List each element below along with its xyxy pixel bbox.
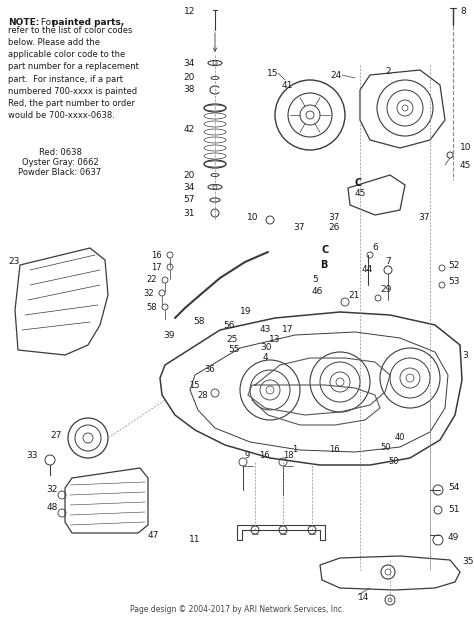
Text: 7: 7 <box>385 258 391 266</box>
Text: 40: 40 <box>395 432 405 442</box>
Text: 18: 18 <box>283 452 293 461</box>
Text: 5: 5 <box>312 276 318 285</box>
Text: 3: 3 <box>462 351 468 359</box>
Text: 38: 38 <box>183 85 195 94</box>
Text: 57: 57 <box>183 195 195 205</box>
Text: 58: 58 <box>193 318 204 326</box>
Text: 36: 36 <box>204 366 215 374</box>
Text: 49: 49 <box>448 532 459 542</box>
Text: 33: 33 <box>27 451 38 459</box>
Text: Powder Black: 0637: Powder Black: 0637 <box>18 168 101 177</box>
Text: 35: 35 <box>462 557 474 567</box>
Text: 19: 19 <box>240 308 252 316</box>
Text: 54: 54 <box>448 484 459 492</box>
Text: 16: 16 <box>151 250 162 260</box>
Text: 10: 10 <box>246 213 258 223</box>
Text: 8: 8 <box>460 7 466 16</box>
Text: 43: 43 <box>260 326 272 334</box>
Text: 31: 31 <box>183 208 195 218</box>
Text: painted parts,: painted parts, <box>52 18 124 27</box>
Text: 50: 50 <box>380 444 391 452</box>
Text: 29: 29 <box>380 286 392 295</box>
Text: 42: 42 <box>184 125 195 135</box>
Text: 16: 16 <box>259 451 270 459</box>
Text: 32: 32 <box>143 288 154 298</box>
Text: 44: 44 <box>362 265 373 275</box>
Text: 45: 45 <box>460 160 471 170</box>
Text: 32: 32 <box>46 485 58 494</box>
Text: B: B <box>320 260 328 270</box>
Text: Page design © 2004-2017 by ARI Network Services, Inc.: Page design © 2004-2017 by ARI Network S… <box>130 605 344 614</box>
Text: 39: 39 <box>164 331 175 339</box>
Text: 46: 46 <box>312 288 323 296</box>
Text: NOTE:: NOTE: <box>8 18 39 27</box>
Text: 47: 47 <box>148 530 159 540</box>
Text: 58: 58 <box>146 303 157 311</box>
Text: 52: 52 <box>448 260 459 270</box>
Text: 17: 17 <box>282 326 293 334</box>
Text: 17: 17 <box>151 263 162 271</box>
Text: 34: 34 <box>183 59 195 67</box>
Text: 37: 37 <box>328 213 340 223</box>
Text: 11: 11 <box>189 535 200 545</box>
Text: 37: 37 <box>293 223 305 233</box>
Text: 45: 45 <box>355 188 366 198</box>
Text: 15: 15 <box>266 69 278 77</box>
Text: 1: 1 <box>292 446 298 454</box>
Text: 53: 53 <box>448 278 459 286</box>
Text: 26: 26 <box>328 223 339 232</box>
Text: Oyster Gray: 0662: Oyster Gray: 0662 <box>22 158 99 167</box>
Text: 27: 27 <box>51 431 62 439</box>
Text: 10: 10 <box>460 144 472 152</box>
Text: 56: 56 <box>224 321 235 329</box>
Text: 15: 15 <box>190 381 200 389</box>
Text: 13: 13 <box>268 336 280 344</box>
Text: 2: 2 <box>385 67 391 77</box>
Text: 14: 14 <box>358 593 369 603</box>
Text: 6: 6 <box>372 243 378 251</box>
Text: 12: 12 <box>183 7 195 16</box>
Text: C: C <box>355 178 362 188</box>
Text: C: C <box>322 245 329 255</box>
Text: 21: 21 <box>348 291 359 300</box>
Text: 55: 55 <box>228 346 240 354</box>
Text: 48: 48 <box>46 504 58 512</box>
Text: 30: 30 <box>261 343 272 353</box>
Text: 24: 24 <box>331 71 342 79</box>
Text: refer to the list of color codes
below. Please add the
applicable color code to : refer to the list of color codes below. … <box>8 26 139 120</box>
Text: 37: 37 <box>419 213 430 223</box>
Text: 20: 20 <box>183 74 195 82</box>
Text: Red: 0638: Red: 0638 <box>38 148 82 157</box>
Text: 23: 23 <box>8 258 19 266</box>
Text: 41: 41 <box>282 80 293 89</box>
Text: 51: 51 <box>448 505 459 515</box>
Text: 50: 50 <box>388 457 399 467</box>
Text: 22: 22 <box>146 276 157 285</box>
Text: For: For <box>38 18 58 27</box>
Text: 20: 20 <box>183 170 195 180</box>
Text: 34: 34 <box>183 182 195 192</box>
Text: 9: 9 <box>245 452 250 461</box>
Text: 16: 16 <box>329 446 340 454</box>
Text: 28: 28 <box>197 391 208 399</box>
Text: 4: 4 <box>263 354 268 363</box>
Text: 25: 25 <box>227 336 238 344</box>
